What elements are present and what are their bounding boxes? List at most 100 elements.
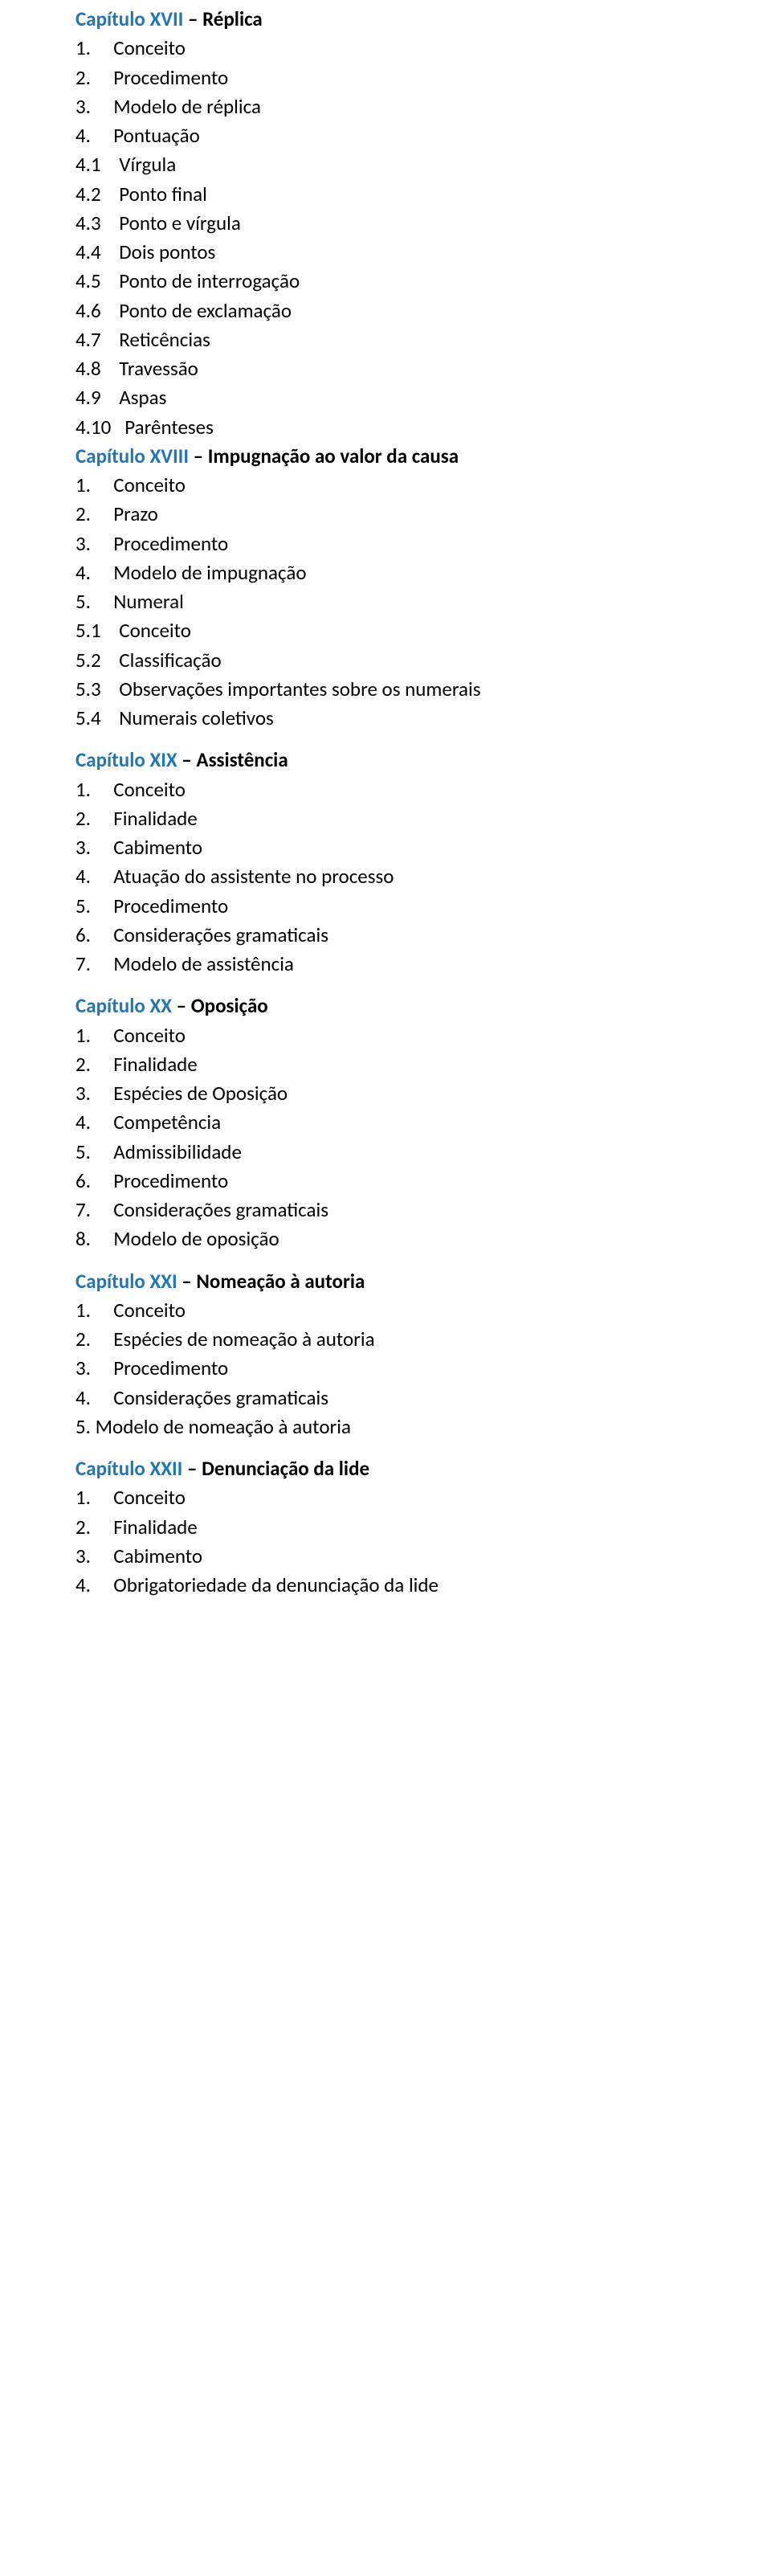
toc-item: 4. Pontuação bbox=[75, 121, 771, 150]
toc-item: 5. Admissibilidade bbox=[75, 1138, 771, 1167]
toc-item: 2. Finalidade bbox=[75, 804, 771, 833]
toc-item-number: 1. bbox=[75, 775, 113, 804]
toc-item: 3. Espécies de Oposição bbox=[75, 1079, 771, 1108]
toc-item: 4. Competência bbox=[75, 1108, 771, 1137]
toc-item-text: Finalidade bbox=[113, 806, 198, 831]
toc-item-text: Modelo de nomeação à autoria bbox=[96, 1414, 351, 1439]
toc-item-text: Conceito bbox=[113, 777, 186, 802]
chapter-heading: Capítulo XXI – Nomeação à autoria bbox=[75, 1267, 771, 1296]
toc-item: 3. Cabimento bbox=[75, 1542, 771, 1571]
toc-item-text: Ponto e vírgula bbox=[119, 211, 241, 235]
toc-item: 4.6 Ponto de exclamação bbox=[75, 296, 771, 325]
toc-item-number: 4. bbox=[75, 121, 113, 150]
toc-item: 4.3 Ponto e vírgula bbox=[75, 209, 771, 238]
toc-item-number: 5. bbox=[75, 1413, 96, 1441]
toc-item-text: Prazo bbox=[113, 501, 158, 526]
toc-item: 1. Conceito bbox=[75, 471, 771, 500]
toc-item-number: 1. bbox=[75, 1483, 113, 1512]
toc-item-number: 4.9 bbox=[75, 383, 119, 412]
toc-item: 1. Conceito bbox=[75, 34, 771, 63]
toc-item-number: 4.1 bbox=[75, 150, 119, 179]
chapter-label: Capítulo XXI bbox=[75, 1269, 177, 1294]
toc-item-text: Espécies de nomeação à autoria bbox=[113, 1327, 374, 1351]
toc-item-number: 4. bbox=[75, 862, 113, 891]
chapter-heading: Capítulo XX – Oposição bbox=[75, 992, 771, 1020]
toc-item-number: 5.2 bbox=[75, 646, 119, 675]
chapter-separator: – bbox=[177, 747, 197, 772]
toc-item: 2. Finalidade bbox=[75, 1050, 771, 1079]
toc-item-number: 8. bbox=[75, 1225, 113, 1253]
toc-item: 4. Considerações gramaticais bbox=[75, 1384, 771, 1413]
toc-item: 7. Considerações gramaticais bbox=[75, 1196, 771, 1225]
toc-item-text: Conceito bbox=[113, 472, 186, 497]
toc-item: 2. Finalidade bbox=[75, 1513, 771, 1542]
toc-item-number: 4.3 bbox=[75, 209, 119, 238]
toc-item: 4.4 Dois pontos bbox=[75, 238, 771, 267]
toc-item: 5.4 Numerais coletivos bbox=[75, 704, 771, 733]
blank-line bbox=[75, 1254, 771, 1267]
toc-item-text: Finalidade bbox=[113, 1515, 198, 1539]
toc-item: 5. Procedimento bbox=[75, 892, 771, 921]
toc-item-text: Modelo de oposição bbox=[113, 1226, 279, 1251]
toc-item: 5.3 Observações importantes sobre os num… bbox=[75, 675, 771, 704]
toc-item-number: 3. bbox=[75, 530, 113, 558]
toc-item-number: 4. bbox=[75, 1571, 113, 1600]
toc-item-text: Procedimento bbox=[113, 1355, 228, 1380]
toc-item-number: 7. bbox=[75, 950, 113, 979]
toc-item: 3. Procedimento bbox=[75, 1354, 771, 1383]
toc-item-number: 2. bbox=[75, 63, 113, 92]
toc-item-text: Ponto de exclamação bbox=[119, 298, 292, 323]
toc-item-number: 6. bbox=[75, 921, 113, 950]
toc-item-text: Modelo de réplica bbox=[113, 94, 261, 119]
chapter-title: Nomeação à autoria bbox=[196, 1269, 365, 1294]
toc-item-number: 4. bbox=[75, 1108, 113, 1137]
toc-item-number: 7. bbox=[75, 1196, 113, 1225]
blank-line bbox=[75, 1441, 771, 1454]
toc-item-number: 2. bbox=[75, 1050, 113, 1079]
toc-item-number: 2. bbox=[75, 1325, 113, 1354]
toc-item-number: 5.3 bbox=[75, 675, 119, 704]
chapter-title: Assistência bbox=[196, 747, 288, 772]
chapter-separator: – bbox=[182, 1456, 202, 1481]
toc-item: 4.8 Travessão bbox=[75, 354, 771, 383]
toc-item: 1. Conceito bbox=[75, 1021, 771, 1050]
toc-item-text: Travessão bbox=[119, 356, 198, 381]
toc-item-number: 6. bbox=[75, 1167, 113, 1196]
toc-item-text: Procedimento bbox=[113, 1168, 228, 1193]
toc-item-number: 4.4 bbox=[75, 238, 119, 267]
toc-item: 3. Modelo de réplica bbox=[75, 92, 771, 121]
toc-item-number: 1. bbox=[75, 471, 113, 500]
toc-item-text: Conceito bbox=[119, 618, 191, 643]
toc-item: 6. Considerações gramaticais bbox=[75, 921, 771, 950]
toc-item-text: Numerais coletivos bbox=[119, 705, 274, 730]
toc-item-number: 3. bbox=[75, 1542, 113, 1571]
toc-item: 4. Obrigatoriedade da denunciação da lid… bbox=[75, 1571, 771, 1600]
toc-item: 1. Conceito bbox=[75, 775, 771, 804]
toc-item-text: Considerações gramaticais bbox=[113, 1385, 328, 1410]
toc-item-text: Competência bbox=[113, 1110, 221, 1135]
toc-item-text: Cabimento bbox=[113, 835, 202, 860]
toc-item-number: 2. bbox=[75, 1513, 113, 1542]
toc-item: 5.2 Classificação bbox=[75, 646, 771, 675]
toc-item-text: Procedimento bbox=[113, 531, 228, 556]
toc-item-number: 3. bbox=[75, 1079, 113, 1108]
toc-item-number: 4. bbox=[75, 558, 113, 587]
toc-item: 4.1 Vírgula bbox=[75, 150, 771, 179]
toc-item-text: Atuação do assistente no processo bbox=[113, 864, 394, 889]
toc-item: 4.9 Aspas bbox=[75, 383, 771, 412]
toc-item: 4. Atuação do assistente no processo bbox=[75, 862, 771, 891]
toc-item-number: 1. bbox=[75, 1021, 113, 1050]
toc-item-number: 4. bbox=[75, 1384, 113, 1413]
toc-item-number: 2. bbox=[75, 804, 113, 833]
toc-item-text: Conceito bbox=[113, 35, 186, 60]
chapter-separator: – bbox=[177, 1269, 197, 1294]
toc-item: 4.7 Reticências bbox=[75, 325, 771, 354]
toc-item-text: Procedimento bbox=[113, 893, 228, 918]
toc-item-text: Conceito bbox=[113, 1298, 186, 1323]
toc-item: 1. Conceito bbox=[75, 1483, 771, 1512]
toc-item-text: Observações importantes sobre os numerai… bbox=[119, 677, 480, 701]
toc-item-number: 5. bbox=[75, 1138, 113, 1167]
toc-item-text: Admissibilidade bbox=[113, 1139, 242, 1164]
toc-item: 2. Prazo bbox=[75, 500, 771, 529]
toc-item-text: Numeral bbox=[113, 589, 184, 614]
